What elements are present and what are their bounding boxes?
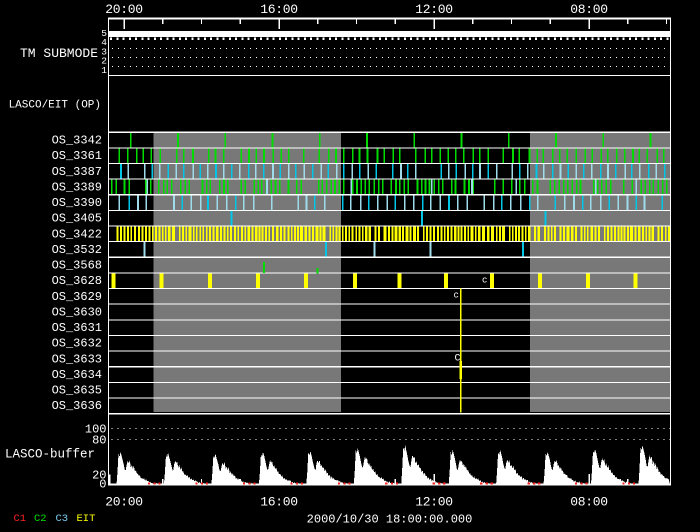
svg-text:12:00: 12:00 bbox=[415, 2, 453, 17]
svg-text:16:00: 16:00 bbox=[260, 2, 298, 17]
svg-text:OS_3387: OS_3387 bbox=[52, 165, 102, 179]
svg-text:OS_3636: OS_3636 bbox=[52, 399, 102, 413]
svg-text:C: C bbox=[455, 354, 461, 365]
svg-text:OS_3405: OS_3405 bbox=[52, 212, 102, 226]
svg-text:2: 2 bbox=[101, 56, 107, 67]
svg-text:100: 100 bbox=[85, 423, 107, 437]
svg-text:4: 4 bbox=[101, 37, 107, 48]
svg-text:80: 80 bbox=[92, 434, 106, 448]
svg-text:0: 0 bbox=[99, 478, 106, 492]
svg-text:OS_3632: OS_3632 bbox=[52, 337, 102, 351]
svg-text:OS_3390: OS_3390 bbox=[52, 196, 102, 210]
svg-text:c: c bbox=[454, 291, 459, 301]
svg-text:C1: C1 bbox=[14, 513, 27, 525]
svg-text:OS_3630: OS_3630 bbox=[52, 305, 102, 319]
svg-text:OS_3629: OS_3629 bbox=[52, 290, 102, 304]
svg-text:C3: C3 bbox=[56, 513, 69, 525]
svg-text:5: 5 bbox=[101, 28, 107, 39]
svg-text:20:00: 20:00 bbox=[105, 495, 143, 510]
svg-text:LASCO/EIT (OP): LASCO/EIT (OP) bbox=[9, 100, 101, 112]
svg-text:12:00: 12:00 bbox=[415, 495, 453, 510]
svg-text:c: c bbox=[482, 276, 487, 286]
svg-text:3: 3 bbox=[101, 46, 107, 57]
svg-text:OS_3635: OS_3635 bbox=[52, 384, 102, 398]
svg-text:OS_3389: OS_3389 bbox=[52, 180, 102, 194]
svg-text:LASCO-buffer: LASCO-buffer bbox=[5, 448, 95, 462]
svg-text:08:00: 08:00 bbox=[570, 2, 608, 17]
svg-text:16:00: 16:00 bbox=[260, 495, 298, 510]
svg-text:08:00: 08:00 bbox=[570, 495, 608, 510]
svg-text:EIT: EIT bbox=[77, 513, 96, 525]
svg-text:20: 20 bbox=[92, 469, 106, 483]
svg-text:OS_3532: OS_3532 bbox=[52, 243, 102, 257]
svg-text:OS_3634: OS_3634 bbox=[52, 368, 102, 382]
svg-text:OS_3631: OS_3631 bbox=[52, 321, 102, 335]
svg-text:2000/10/30 18:00:00.000: 2000/10/30 18:00:00.000 bbox=[307, 513, 473, 527]
svg-text:OS_3628: OS_3628 bbox=[52, 274, 102, 288]
svg-text:OS_3633: OS_3633 bbox=[52, 352, 102, 366]
svg-text:C2: C2 bbox=[34, 513, 47, 525]
svg-text:20:00: 20:00 bbox=[105, 2, 143, 17]
svg-text:OS_3361: OS_3361 bbox=[52, 149, 102, 163]
svg-text:TM SUBMODE: TM SUBMODE bbox=[20, 46, 98, 61]
svg-text:OS_3568: OS_3568 bbox=[52, 259, 102, 273]
svg-text:OS_3422: OS_3422 bbox=[52, 227, 102, 241]
svg-text:1: 1 bbox=[101, 65, 107, 76]
svg-text:OS_3342: OS_3342 bbox=[52, 134, 102, 148]
